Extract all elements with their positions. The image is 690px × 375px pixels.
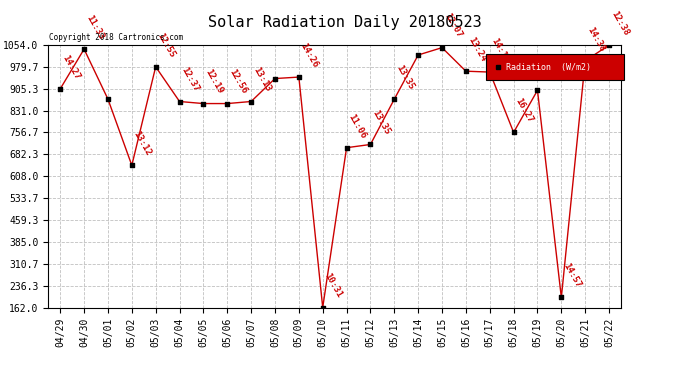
Point <box>365 141 376 147</box>
Point <box>437 45 448 51</box>
Text: 12:07: 12:07 <box>442 12 463 40</box>
Point <box>55 86 66 92</box>
Point <box>270 75 281 81</box>
Text: 12:38: 12:38 <box>609 9 630 37</box>
Point <box>341 145 352 151</box>
Text: 12:56: 12:56 <box>227 68 248 96</box>
Text: 13:13: 13:13 <box>251 66 273 94</box>
Text: 14:57: 14:57 <box>562 262 582 290</box>
Point <box>460 68 471 74</box>
Point <box>126 162 137 168</box>
Text: Solar Radiation Daily 20180523: Solar Radiation Daily 20180523 <box>208 15 482 30</box>
Text: 10:31: 10:31 <box>323 272 344 300</box>
Point <box>580 58 591 64</box>
Point <box>556 294 567 300</box>
Text: 13:35: 13:35 <box>394 63 415 91</box>
Point <box>79 46 90 52</box>
Point <box>388 96 400 102</box>
Point <box>102 96 113 102</box>
Point <box>317 304 328 310</box>
Point <box>150 64 161 70</box>
Text: 16:27: 16:27 <box>513 97 535 124</box>
Point <box>508 129 519 135</box>
Point <box>293 74 304 80</box>
Point <box>484 69 495 75</box>
Point <box>413 52 424 58</box>
Text: 13:12: 13:12 <box>132 130 153 158</box>
Text: 11:33: 11:33 <box>84 13 106 41</box>
Point <box>174 99 185 105</box>
Text: Radiation  (W/m2): Radiation (W/m2) <box>506 63 591 72</box>
Point <box>246 99 257 105</box>
Point <box>604 42 615 48</box>
Point <box>198 100 209 106</box>
FancyBboxPatch shape <box>486 54 624 81</box>
Text: Copyright 2018 Cartronics.com: Copyright 2018 Cartronics.com <box>49 33 183 42</box>
Text: 14:18: 14:18 <box>490 36 511 64</box>
Text: 14:27: 14:27 <box>60 53 81 81</box>
Text: 11:06: 11:06 <box>346 112 368 140</box>
Text: 14:26: 14:26 <box>299 41 320 69</box>
Text: 14:38: 14:38 <box>585 25 607 53</box>
Text: 13:35: 13:35 <box>371 109 392 136</box>
Text: 13:24: 13:24 <box>466 36 487 63</box>
Text: 12:37: 12:37 <box>179 66 201 94</box>
Point <box>532 87 543 93</box>
Text: 12:55: 12:55 <box>156 31 177 59</box>
Text: 12:19: 12:19 <box>204 68 225 96</box>
Point <box>221 100 233 106</box>
Text: 15:14: 15:14 <box>538 55 559 82</box>
